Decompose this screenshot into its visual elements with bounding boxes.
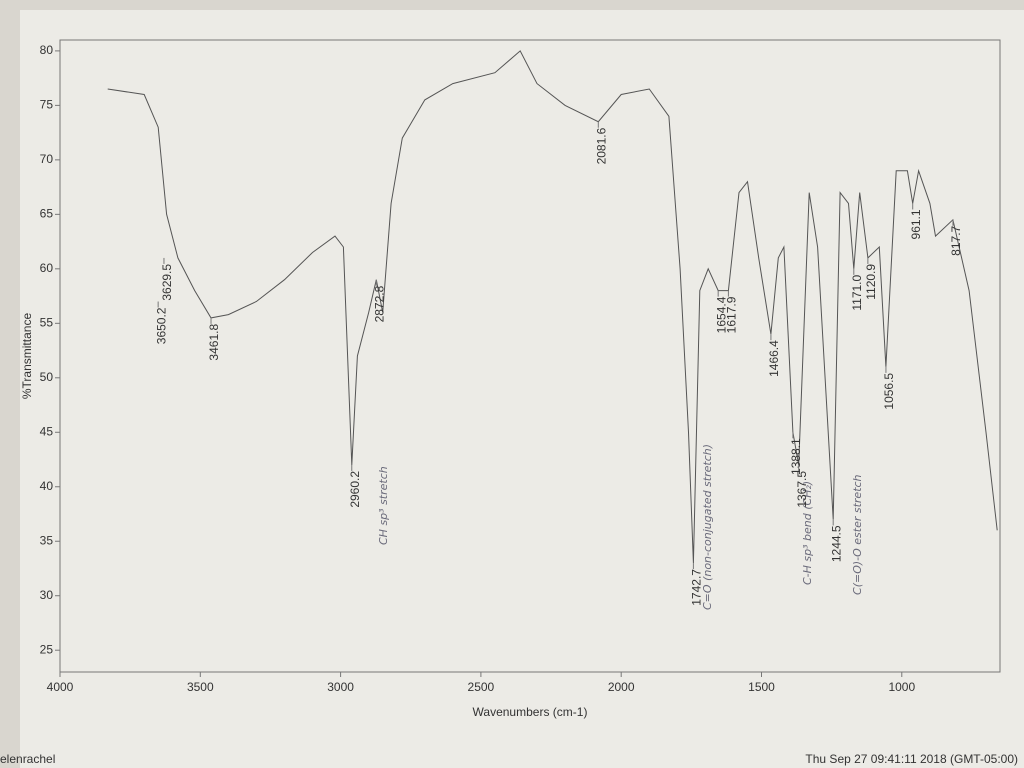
y-tick-label: 60 [40, 261, 54, 275]
y-axis-label: %Transmittance [20, 313, 34, 400]
peak-label: 1388.1 [789, 438, 803, 475]
y-tick-label: 35 [40, 533, 54, 547]
annotation: CH sp³ stretch [377, 466, 390, 545]
annotation: C-H sp³ bend (CH₂) [801, 481, 814, 585]
peak-label: 2872.8 [372, 285, 386, 322]
peak-label: 1056.5 [882, 373, 896, 410]
x-tick-label: 2500 [468, 680, 495, 694]
peak-label: 1466.4 [767, 340, 781, 377]
peak-label: 1654.4 [714, 296, 728, 333]
y-tick-label: 25 [40, 642, 54, 656]
annotation: C=O (non-conjugated stretch) [701, 444, 714, 610]
peak-label: 3629.5 [160, 264, 174, 301]
peak-label: 3461.8 [207, 324, 221, 361]
x-axis-label: Wavenumbers (cm-1) [473, 705, 588, 719]
footer-right: Thu Sep 27 09:41:11 2018 (GMT-05:00) [805, 752, 1018, 766]
annotation: C(=O)-O ester stretch [851, 474, 864, 595]
peak-label: 3650.2 [154, 307, 168, 344]
x-tick-label: 3500 [187, 680, 214, 694]
peak-label: 1120.9 [864, 264, 878, 300]
y-tick-label: 70 [40, 152, 54, 166]
peak-label: 1367.5 [795, 471, 809, 508]
x-tick-label: 2000 [608, 680, 635, 694]
x-tick-label: 1500 [748, 680, 775, 694]
y-tick-label: 80 [40, 43, 54, 57]
x-tick-label: 4000 [47, 680, 74, 694]
x-tick-label: 1000 [888, 680, 915, 694]
peak-label: 961.1 [909, 209, 923, 239]
paper [20, 10, 1024, 768]
peak-label: 2081.6 [594, 127, 608, 164]
y-tick-label: 65 [40, 207, 54, 221]
peak-label: 1171.0 [850, 275, 864, 311]
peak-label: 1617.9 [725, 296, 739, 333]
y-tick-label: 55 [40, 315, 54, 329]
y-tick-label: 40 [40, 479, 54, 493]
peak-label: 1244.5 [829, 525, 843, 562]
y-tick-label: 50 [40, 370, 54, 384]
plot-frame [59, 39, 1001, 673]
peak-label: 2960.2 [348, 471, 362, 508]
peak-label: 817.7 [949, 225, 963, 255]
spectrum-line [107, 50, 998, 564]
y-tick-label: 45 [40, 424, 54, 438]
y-tick-label: 30 [40, 588, 54, 602]
peak-label: 1742.7 [690, 569, 704, 606]
y-tick-label: 75 [40, 98, 54, 112]
footer-left: elenrachel [0, 752, 55, 766]
x-tick-label: 3000 [327, 680, 354, 694]
